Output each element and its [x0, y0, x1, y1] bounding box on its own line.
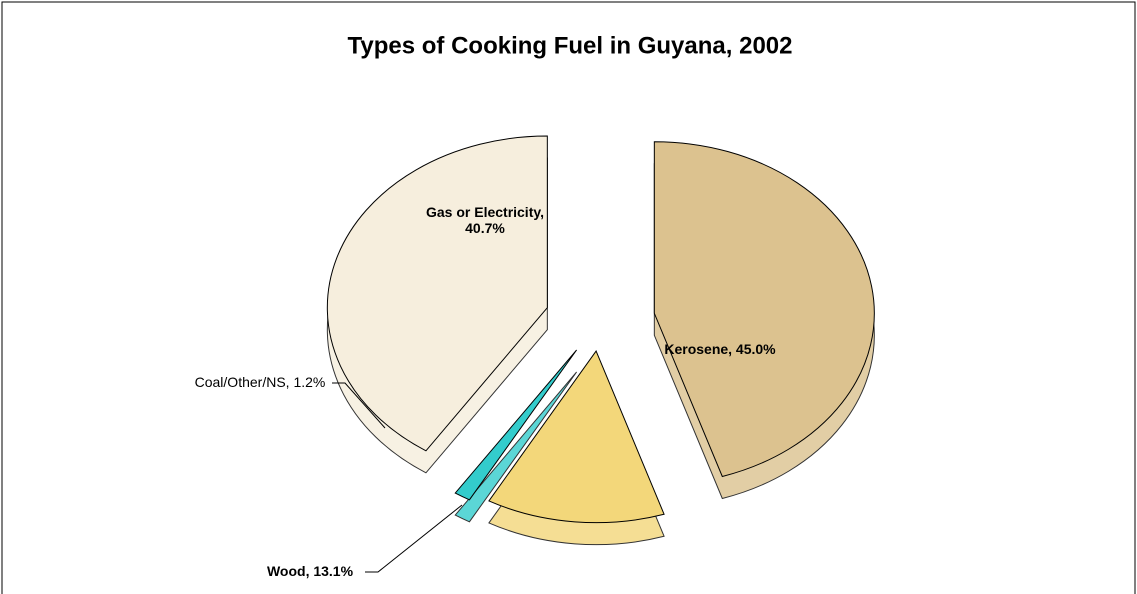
leader-line: [365, 505, 462, 572]
data-label: Wood, 13.1%: [230, 563, 390, 579]
data-label: Coal/Other/NS, 1.2%: [150, 374, 370, 390]
data-label: Kerosene, 45.0%: [620, 341, 820, 357]
chart-title: Types of Cooking Fuel in Guyana, 2002: [348, 32, 793, 59]
chart-canvas: Types of Cooking Fuel in Guyana, 2002: [0, 0, 1137, 594]
slice: [489, 351, 664, 523]
chart: Types of Cooking Fuel in Guyana, 2002 Ke…: [0, 0, 1137, 594]
data-label: Gas or Electricity, 40.7%: [410, 204, 560, 236]
